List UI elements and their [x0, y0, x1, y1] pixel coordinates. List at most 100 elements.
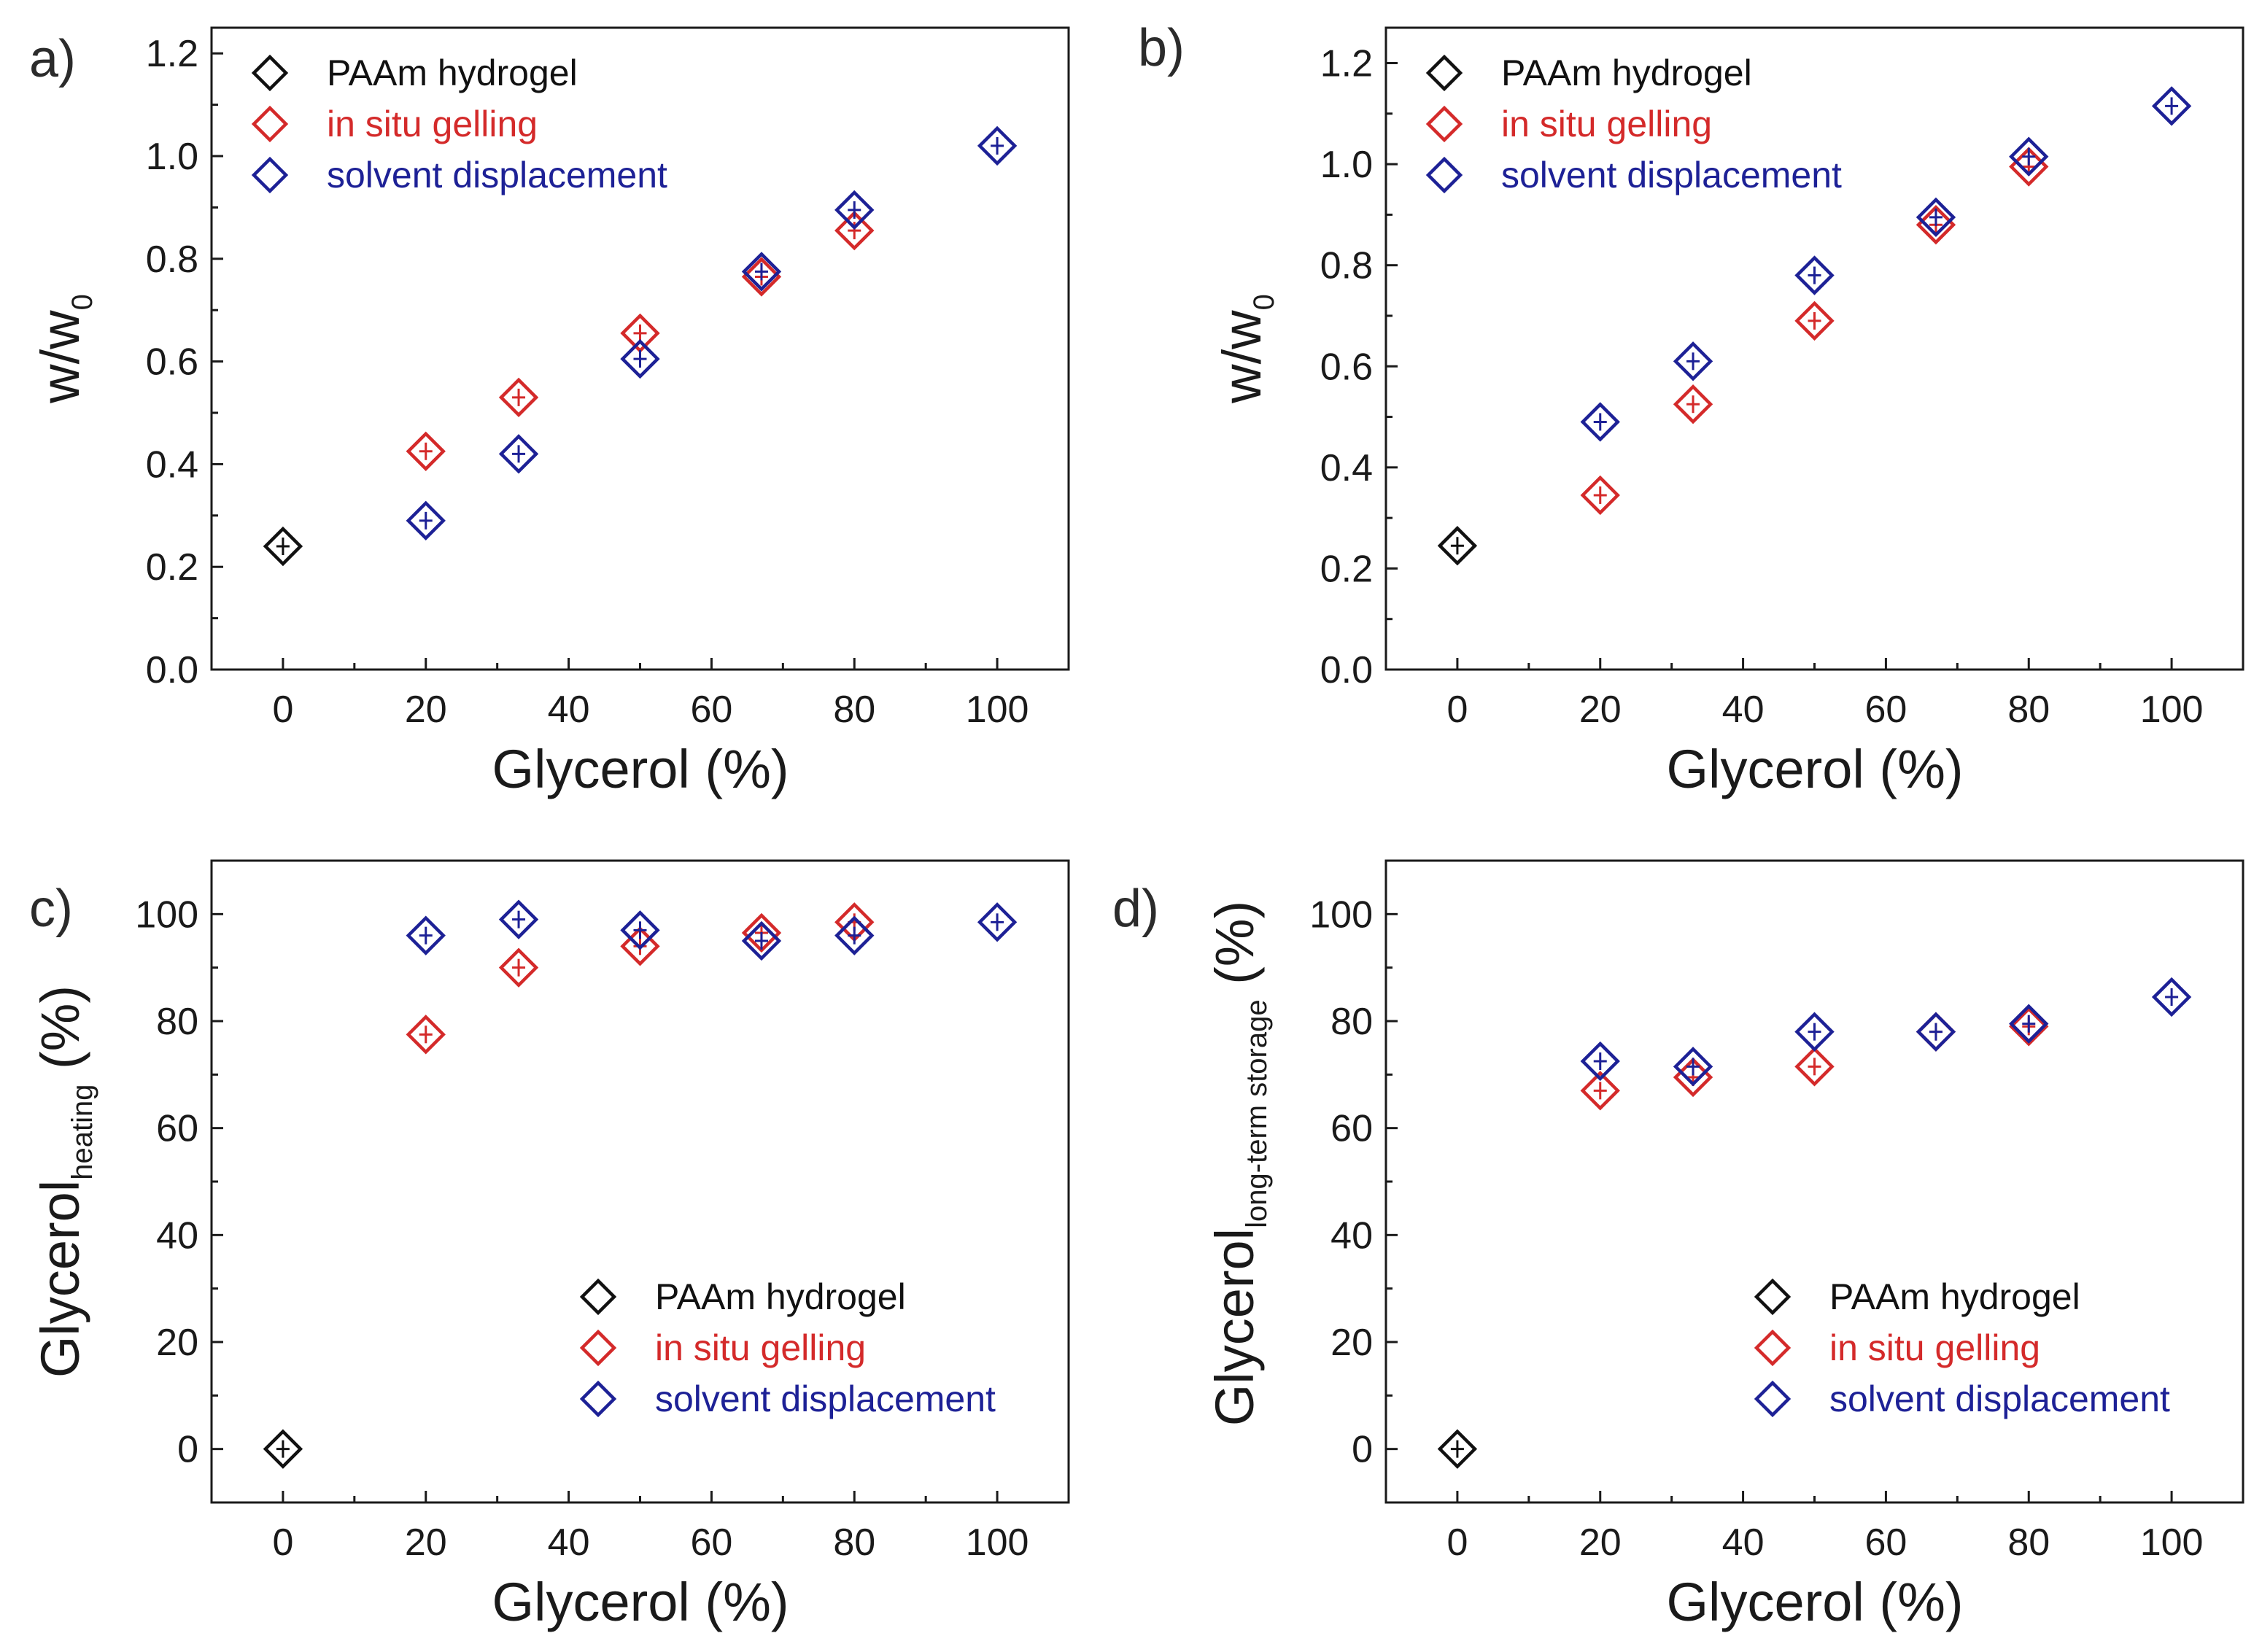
- marker-c-s1-0: [406, 1015, 446, 1055]
- x-tick-label-c-3: 60: [690, 1521, 732, 1564]
- y-tick-label-d-0: 0: [1352, 1429, 1373, 1471]
- y-axis-title-main-a: w/w: [30, 310, 90, 404]
- y-tick-label-d-5: 100: [1309, 893, 1373, 936]
- marker-b-s1-3: [1916, 205, 1956, 245]
- legend-marker-b-2: [1425, 156, 1463, 194]
- x-tick-label-a-3: 60: [690, 689, 732, 731]
- legend-label-b-2: solvent displacement: [1501, 155, 1842, 195]
- y-axis-c: 0 20 40 60 80 100: [135, 893, 223, 1471]
- y-tick-label-a-5: 1.0: [146, 136, 198, 178]
- y-tick-label-a-3: 0.6: [146, 341, 198, 384]
- x-tick-label-a-4: 80: [833, 689, 875, 731]
- y-axis-b: 0.0 0.2 0.4 0.6 0.8 1.0 1.2: [1320, 43, 1398, 691]
- x-tick-label-c-4: 80: [833, 1521, 875, 1564]
- legend-label-c-2: solvent displacement: [655, 1378, 996, 1419]
- y-tick-label-a-1: 0.2: [146, 546, 198, 589]
- legend-label-d-1: in situ gelling: [1829, 1327, 2040, 1368]
- marker-c-s0-0: [263, 1429, 303, 1469]
- panel-label-d: d): [1112, 880, 1159, 938]
- y-axis-title-sub-a: 0: [66, 294, 98, 310]
- x-axis-title-c: Glycerol (%): [492, 1572, 789, 1632]
- marker-b-s0-0: [1437, 526, 1478, 566]
- legend-marker-c-2: [579, 1380, 617, 1418]
- y-axis-d: 0 20 40 60 80 100: [1309, 893, 1398, 1471]
- y-axis-title-sub-c: heating: [66, 1085, 98, 1180]
- y-tick-label-a-0: 0.0: [146, 649, 198, 691]
- x-tick-label-d-1: 20: [1579, 1521, 1622, 1564]
- legend-marker-c-1: [579, 1329, 617, 1367]
- y-tick-label-c-0: 0: [177, 1429, 198, 1471]
- marker-c-s1-3: [741, 912, 782, 953]
- marker-b-s1-0: [1580, 475, 1620, 516]
- marker-c-s2-5: [977, 902, 1018, 942]
- y-tick-label-a-6: 1.2: [146, 33, 198, 75]
- legend-label-b-0: PAAm hydrogel: [1501, 53, 1752, 93]
- y-axis-title-sub-b: 0: [1248, 294, 1280, 310]
- marker-d-s2-5: [2151, 977, 2192, 1017]
- panel-a: a) 0 20 40 60 80 100 0.0 0.2 0.4 0.6 0.8 1.0 1.2 Gl…: [29, 26, 1070, 799]
- x-axis-title-b: Glycerol (%): [1666, 739, 1963, 799]
- marker-b-s2-2: [1794, 255, 1835, 295]
- x-tick-label-b-5: 100: [2140, 689, 2204, 731]
- x-tick-label-b-4: 80: [2007, 689, 2050, 731]
- legend-marker-b-1: [1425, 105, 1463, 143]
- marker-a-s0-0: [263, 526, 303, 567]
- x-tick-label-b-2: 40: [1722, 689, 1765, 731]
- y-tick-label-d-2: 40: [1331, 1214, 1373, 1257]
- y-tick-label-d-3: 60: [1331, 1108, 1373, 1150]
- marker-c-s2-0: [406, 915, 446, 955]
- y-tick-label-d-1: 20: [1331, 1322, 1373, 1364]
- marker-a-s2-2: [620, 338, 660, 379]
- y-tick-label-c-3: 60: [156, 1108, 198, 1150]
- marker-d-s0-0: [1437, 1429, 1478, 1469]
- panel-label-b: b): [1138, 19, 1185, 77]
- x-axis-b: 0 20 40 60 80 100: [1446, 658, 2203, 731]
- marker-a-s1-4: [834, 210, 875, 251]
- y-tick-label-b-3: 0.6: [1320, 346, 1373, 388]
- legend-label-d-2: solvent displacement: [1829, 1378, 2170, 1419]
- y-axis-title-b: w/w0: [1212, 294, 1280, 404]
- legend-marker-a-2: [251, 156, 289, 194]
- marker-d-s2-2: [1794, 1012, 1835, 1052]
- panel-b: b) 0 20 40 60 80 100 0.0 0.2 0.4 0.6 0.8 1.0 1.2 Gl…: [1138, 19, 2244, 799]
- y-axis-title-main-b: w/w: [1212, 310, 1272, 404]
- legend-marker-d-0: [1754, 1278, 1792, 1316]
- legend-marker-c-0: [579, 1278, 617, 1316]
- y-tick-label-c-2: 40: [156, 1214, 198, 1257]
- marker-b-s1-2: [1794, 300, 1835, 341]
- legend-marker-a-0: [251, 54, 289, 92]
- legend-d: PAAm hydrogel in situ gelling solvent disp…: [1754, 1276, 2170, 1419]
- marker-d-s1-2: [1794, 1047, 1835, 1087]
- x-tick-label-d-0: 0: [1446, 1521, 1468, 1564]
- x-tick-label-a-5: 100: [966, 689, 1029, 731]
- x-tick-label-d-5: 100: [2140, 1521, 2204, 1564]
- y-tick-label-a-4: 0.8: [146, 239, 198, 281]
- x-tick-label-c-2: 40: [548, 1521, 590, 1564]
- y-tick-label-c-1: 20: [156, 1322, 198, 1364]
- legend-b: PAAm hydrogel in situ gelling solvent disp…: [1425, 53, 1842, 195]
- marker-a-s1-3: [741, 257, 782, 297]
- y-tick-label-b-2: 0.4: [1320, 447, 1373, 489]
- marker-b-s2-5: [2151, 86, 2192, 126]
- data-marks-b: [1437, 86, 2192, 566]
- legend-label-a-1: in situ gelling: [327, 104, 538, 144]
- x-axis-d: 0 20 40 60 80 100: [1446, 1491, 2203, 1564]
- x-axis-title-d: Glycerol (%): [1666, 1572, 1963, 1632]
- marker-c-s2-1: [498, 899, 539, 939]
- legend-marker-a-1: [251, 105, 289, 143]
- y-tick-label-d-4: 80: [1331, 1001, 1373, 1043]
- x-tick-label-a-1: 20: [405, 689, 447, 731]
- legend-label-c-0: PAAm hydrogel: [655, 1276, 906, 1317]
- panel-d: d) 0 20 40 60 80 100 0 20 40 60 80 100 Glycerol (%…: [1112, 859, 2244, 1632]
- legend-label-a-0: PAAm hydrogel: [327, 53, 578, 93]
- legend-label-d-0: PAAm hydrogel: [1829, 1276, 2080, 1317]
- marker-d-s1-0: [1580, 1071, 1620, 1111]
- marker-a-s2-4: [834, 190, 875, 230]
- legend-label-c-1: in situ gelling: [655, 1327, 866, 1368]
- marker-b-s2-4: [2009, 136, 2049, 177]
- marker-d-s2-4: [2009, 1004, 2049, 1044]
- x-tick-label-c-0: 0: [272, 1521, 293, 1564]
- y-axis-a: 0.0 0.2 0.4 0.6 0.8 1.0 1.2: [146, 33, 223, 691]
- y-axis-title-sub-d: long-term storage: [1241, 999, 1273, 1228]
